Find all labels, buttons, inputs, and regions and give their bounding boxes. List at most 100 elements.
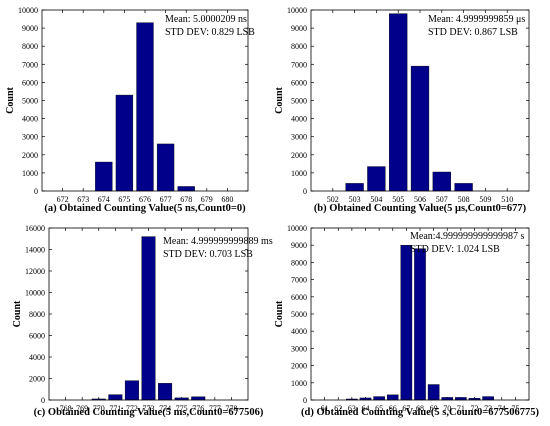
y-axis-label: Count [274,86,285,113]
x-tick-label: 62 [334,404,342,413]
histogram-bar [400,244,413,401]
x-tick-label: 772 [126,404,138,413]
y-tick-label: 4000 [291,327,307,336]
x-tick-label: 672 [57,195,69,204]
panel-caption: (d) Obtained Counting Value(5 s,Count0=6… [301,407,539,418]
x-tick-label: 770 [93,404,105,413]
y-tick-label: 0 [41,396,45,405]
x-tick-label: 510 [501,195,513,204]
y-tick-label: 10000 [18,6,38,15]
y-tick-label: 14000 [25,246,45,255]
y-tick-label: 4000 [291,115,307,124]
x-tick-label: 506 [414,195,426,204]
y-tick-label: 10000 [25,289,45,298]
x-tick-label: 768 [60,404,72,413]
y-tick-label: 10000 [287,224,307,233]
x-tick-label: 771 [109,404,121,413]
x-tick-label: 63 [348,404,356,413]
y-tick-label: 4000 [22,115,38,124]
x-tick-label: 673 [77,195,89,204]
y-tick-label: 8000 [29,310,45,319]
std-dev-annotation: STD DEV: 1.024 LSB [410,244,500,255]
x-tick-label: 68 [416,404,424,413]
x-tick-label: 71 [457,404,465,413]
plot-frame [48,227,249,401]
x-tick-label: 774 [159,404,171,413]
x-tick-label: 73 [484,404,492,413]
x-tick-label: 74 [498,404,506,413]
histogram-bar [386,394,399,401]
x-tick-label: 769 [76,404,88,413]
histogram-bar [432,171,451,192]
y-tick-label: 7000 [291,276,307,285]
histogram-bar [482,396,494,401]
histogram-bar [410,65,430,192]
x-tick-label: 70 [443,404,451,413]
y-tick-label: 1000 [291,379,307,388]
histogram-bar [427,384,440,401]
x-tick-label: 777 [209,404,221,413]
mean-annotation: Mean: 5.0000209 ns [165,14,247,25]
y-tick-label: 6000 [29,332,45,341]
mean-annotation: Mean: 4.9999999859 μs [428,14,525,25]
x-tick-label: 674 [98,195,110,204]
y-tick-label: 5000 [291,310,307,319]
std-dev-annotation: STD DEV: 0.703 LSB [163,249,253,260]
y-tick-label: 8000 [291,42,307,51]
x-tick-label: 69 [430,404,438,413]
y-tick-label: 3000 [291,344,307,353]
y-tick-label: 12000 [25,267,45,276]
y-axis-label: Count [274,300,285,327]
y-tick-label: 9000 [291,241,307,250]
y-axis-label: Count [12,300,23,327]
histogram-bar [389,13,408,192]
x-tick-label: 508 [458,195,470,204]
y-tick-label: 3000 [291,133,307,142]
std-dev-annotation: STD DEV: 0.829 LSB [165,27,255,38]
y-tick-label: 9000 [22,24,38,33]
y-tick-label: 1000 [291,169,307,178]
panel-caption: (b) Obtained Counting Value(5 μs,Count0=… [314,203,527,214]
y-tick-label: 0 [34,187,38,196]
histogram-bar [454,183,473,192]
y-tick-label: 6000 [22,78,38,87]
x-tick-label: 679 [201,195,213,204]
y-tick-label: 9000 [291,24,307,33]
histogram-panel-b: 0 1000 2000 3000 4000 5000 6000 7000 8000 9000 100… [274,6,530,214]
y-tick-label: 0 [303,187,307,196]
y-tick-label: 1000 [22,169,38,178]
x-tick-label: 66 [389,404,397,413]
x-tick-label: 778 [225,404,237,413]
x-tick-label: 72 [471,404,479,413]
x-tick-label: 680 [221,195,233,204]
histogram-bar [367,166,386,192]
histogram-bar [158,383,173,401]
x-tick-label: 776 [192,404,204,413]
y-tick-label: 0 [303,396,307,405]
histogram-bar [177,186,195,192]
x-tick-label: 67 [402,404,410,413]
y-tick-label: 3000 [22,133,38,142]
y-tick-label: 6000 [291,293,307,302]
y-tick-label: 7000 [22,60,38,69]
y-tick-label: 5000 [22,97,38,106]
std-dev-annotation: STD DEV: 0.867 LSB [428,27,518,38]
plot-frame [41,9,249,192]
y-tick-label: 4000 [29,353,45,362]
histogram-bar [141,236,156,401]
y-tick-label: 2000 [22,151,38,160]
x-tick-label: 678 [180,195,192,204]
y-tick-label: 7000 [291,60,307,69]
x-tick-label: 675 [118,195,130,204]
panel-caption: (a) Obtained Counting Value(5 ns,Count0=… [44,203,246,214]
x-tick-label: 64 [362,404,370,413]
y-tick-label: 16000 [25,224,45,233]
x-tick-label: 502 [327,195,339,204]
x-tick-label: 509 [479,195,491,204]
histogram-bar [345,183,364,192]
x-tick-label: 65 [375,404,383,413]
histogram-bar [414,248,426,401]
histogram-bar [115,94,134,192]
panel-caption: (c) Obtained Counting Value(5 ms,Count0=… [34,407,264,418]
y-tick-label: 2000 [291,362,307,371]
